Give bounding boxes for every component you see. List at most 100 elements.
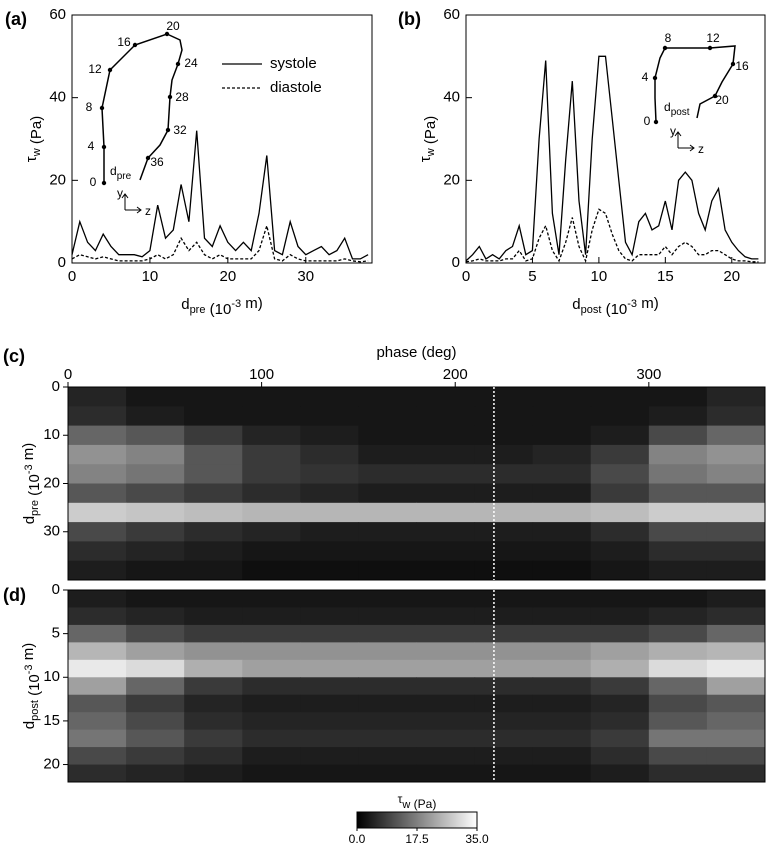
heat-cell xyxy=(474,764,534,783)
heat-cell xyxy=(126,522,185,542)
heat-cell xyxy=(300,764,359,783)
heat-cell xyxy=(416,694,476,713)
heat-cell xyxy=(532,483,592,504)
heat-cell xyxy=(416,590,476,608)
heat-cell xyxy=(358,425,417,446)
inset-label: 4 xyxy=(88,139,95,153)
heat-cell xyxy=(532,387,592,407)
inset-dot xyxy=(132,42,138,48)
x-tick-label: 10 xyxy=(142,268,159,285)
heat-cell xyxy=(474,483,534,504)
heat-cell xyxy=(68,659,127,678)
heat-cell xyxy=(648,406,708,427)
heat-cell xyxy=(706,406,766,427)
label-part: -3 xyxy=(627,298,637,310)
inset-axis: y xyxy=(117,186,123,200)
heat-cell xyxy=(126,425,185,446)
heat-cell xyxy=(68,406,127,427)
heat-cell xyxy=(648,444,708,465)
heat-cell xyxy=(416,642,476,661)
heat-cell xyxy=(242,464,301,484)
heat-cell xyxy=(68,522,127,542)
inset-label: 28 xyxy=(175,90,189,104)
inset-dot xyxy=(652,75,658,81)
heat-cell xyxy=(648,694,708,713)
heat-cell xyxy=(648,464,708,484)
label-part: d xyxy=(21,516,38,524)
heat-cell xyxy=(358,483,417,504)
legend-label: diastole xyxy=(270,79,322,96)
label-part: m) xyxy=(637,295,659,312)
heat-cell xyxy=(416,483,476,504)
heat-cell xyxy=(474,425,534,446)
y-tick-label: 10 xyxy=(43,668,60,685)
heat-cell xyxy=(126,444,185,465)
heat-cell xyxy=(648,387,708,407)
label-part: τ xyxy=(398,792,403,806)
inset-label: 20 xyxy=(715,93,729,107)
heat-cell xyxy=(358,387,417,407)
heat-cell xyxy=(532,607,592,626)
heat-cell xyxy=(474,560,534,581)
heat-cell xyxy=(300,502,359,523)
heat-cell xyxy=(184,747,243,766)
heat-cell xyxy=(706,607,766,626)
colorbar-tick-label: 0.0 xyxy=(349,832,366,846)
heat-cell xyxy=(184,464,243,484)
inset-dot xyxy=(167,94,173,100)
heat-cell xyxy=(648,607,708,626)
inset-dot xyxy=(101,144,107,150)
heat-cell xyxy=(416,659,476,678)
plot-frame xyxy=(71,14,373,264)
heat-cell xyxy=(590,464,650,484)
heat-cell xyxy=(300,607,359,626)
inset-dot xyxy=(730,61,736,67)
heat-cell xyxy=(242,624,301,643)
label-part: -3 xyxy=(23,464,35,474)
heat-cell xyxy=(648,541,708,562)
heat-cell xyxy=(242,406,301,427)
heat-cell xyxy=(590,729,650,748)
heat-cell xyxy=(648,502,708,523)
x-tick-label: 300 xyxy=(636,366,661,383)
inset-label: 4 xyxy=(642,70,649,84)
heat-cell xyxy=(590,659,650,678)
heat-cell xyxy=(590,642,650,661)
heat-cell xyxy=(532,747,592,766)
heat-cell xyxy=(590,607,650,626)
x-tick-label: 100 xyxy=(249,366,274,383)
heat-cell xyxy=(126,483,185,504)
heat-cell xyxy=(68,677,127,696)
plot-frame xyxy=(67,589,766,783)
plot-frame xyxy=(465,14,766,264)
heat-cell xyxy=(532,590,592,608)
heat-cell xyxy=(706,483,766,504)
heat-cell xyxy=(358,694,417,713)
heat-cell xyxy=(184,642,243,661)
inset-axis: z xyxy=(698,142,704,156)
heat-cell xyxy=(242,483,301,504)
heat-cell xyxy=(126,694,185,713)
inset-dot xyxy=(662,45,668,51)
heat-cell xyxy=(68,729,127,748)
label-part: w xyxy=(425,148,437,157)
heat-cell xyxy=(68,541,127,562)
label-part: (10 xyxy=(26,674,43,700)
inset-dot xyxy=(653,119,659,125)
inset-label: 16 xyxy=(735,59,749,73)
heat-cell xyxy=(648,483,708,504)
heat-cell xyxy=(590,624,650,643)
heat-cell xyxy=(416,747,476,766)
label: τw (Pa) xyxy=(417,116,439,162)
heat-cell xyxy=(416,425,476,446)
heat-cell xyxy=(126,729,185,748)
inset-axis: z xyxy=(145,204,151,218)
heat-cell xyxy=(184,712,243,731)
y-tick-label: 10 xyxy=(43,426,60,443)
heat-cell xyxy=(126,712,185,731)
x-tick-label: 30 xyxy=(297,268,314,285)
heat-cell xyxy=(474,712,534,731)
label-part: d xyxy=(572,296,580,313)
heat-cell xyxy=(648,560,708,581)
heat-cell xyxy=(126,642,185,661)
